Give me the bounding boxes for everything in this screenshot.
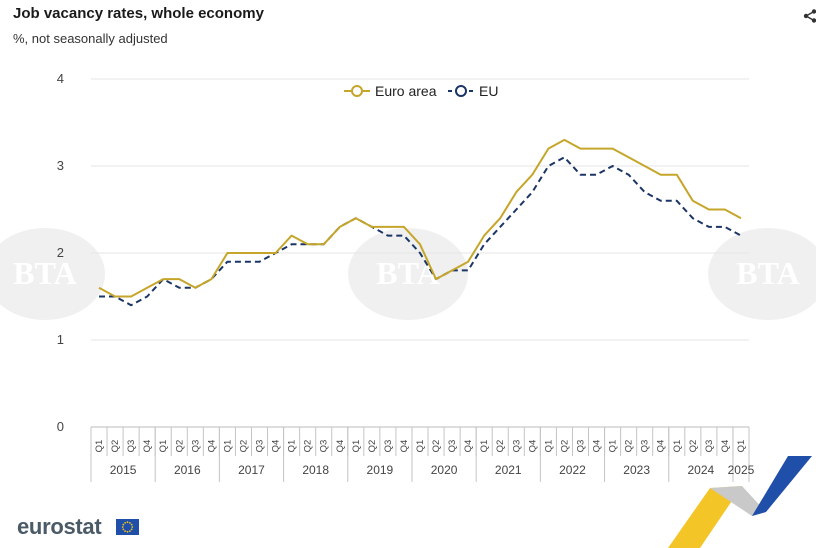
x-quarter-label: Q3 <box>255 440 266 453</box>
x-year-label: 2020 <box>431 463 458 477</box>
chart-subtitle: %, not seasonally adjusted <box>13 31 168 46</box>
x-quarter-label: Q3 <box>640 440 651 453</box>
chart-title: Job vacancy rates, whole economy <box>13 5 264 22</box>
flag-star <box>130 523 133 526</box>
x-quarter-label: Q2 <box>303 440 314 453</box>
legend-label: EU <box>479 83 498 99</box>
x-year-label: 2016 <box>174 463 201 477</box>
x-year-label: 2022 <box>559 463 586 477</box>
x-quarter-label: Q3 <box>126 440 137 453</box>
x-quarter-label: Q1 <box>608 440 619 453</box>
x-quarter-label: Q1 <box>94 440 105 453</box>
x-quarter-label: Q4 <box>656 440 667 453</box>
flag-star <box>126 521 129 524</box>
legend-swatch-marker <box>455 85 467 97</box>
x-quarter-label: Q2 <box>238 440 249 453</box>
x-year-label: 2024 <box>688 463 715 477</box>
x-quarter-label: Q1 <box>479 440 490 453</box>
x-year-label: 2017 <box>238 463 265 477</box>
x-quarter-label: Q4 <box>142 440 153 453</box>
eu-flag-icon <box>116 519 139 535</box>
x-quarter-label: Q1 <box>415 440 426 453</box>
x-quarter-label: Q2 <box>624 440 635 453</box>
x-quarter-label: Q4 <box>399 440 410 453</box>
eurostat-logo: eurostat <box>17 514 102 539</box>
x-year-label: 2019 <box>367 463 394 477</box>
legend-item: EU <box>448 83 498 99</box>
x-quarter-label: Q2 <box>174 440 185 453</box>
x-quarter-label: Q3 <box>704 440 715 453</box>
x-quarter-label: Q3 <box>511 440 522 453</box>
x-year-label: 2021 <box>495 463 522 477</box>
x-quarter-label: Q4 <box>527 440 538 453</box>
series-line-eu <box>99 156 742 307</box>
x-quarter-label: Q2 <box>688 440 699 453</box>
y-tick-label: 3 <box>57 158 64 173</box>
flag-star <box>130 528 133 531</box>
flag-star <box>124 521 126 524</box>
x-year-label: 2023 <box>623 463 650 477</box>
y-tick-label: 4 <box>57 71 64 86</box>
flag-star <box>131 526 134 528</box>
flag-star <box>122 528 125 531</box>
x-quarter-label: Q1 <box>287 440 298 453</box>
x-quarter-label: Q1 <box>351 440 362 453</box>
flag-star <box>124 530 126 533</box>
flag-star <box>121 526 124 528</box>
x-year-label: 2018 <box>302 463 329 477</box>
x-quarter-label: Q1 <box>158 440 169 453</box>
x-quarter-label: Q3 <box>383 440 394 453</box>
x-quarter-label: Q1 <box>672 440 683 453</box>
x-quarter-label: Q4 <box>335 440 346 453</box>
y-tick-label: 1 <box>57 332 64 347</box>
x-quarter-label: Q4 <box>271 440 282 453</box>
series-line-euro-area <box>98 138 742 298</box>
x-quarter-label: Q3 <box>190 440 201 453</box>
legend-label: Euro area <box>375 83 437 99</box>
x-quarter-label: Q3 <box>319 440 330 453</box>
flag-star <box>129 521 131 524</box>
flag-star <box>129 530 131 533</box>
x-year-label: 2025 <box>728 463 755 477</box>
x-year-label: 2015 <box>110 463 137 477</box>
x-quarter-label: Q2 <box>367 440 378 453</box>
eurostat-ribbon-icon <box>668 456 812 548</box>
x-quarter-label: Q4 <box>592 440 603 453</box>
x-quarter-label: Q2 <box>431 440 442 453</box>
legend-swatch-marker <box>351 85 363 97</box>
flag-star <box>122 523 125 526</box>
y-tick-label: 2 <box>57 245 64 260</box>
y-tick-label: 0 <box>57 419 64 434</box>
flag-star <box>126 530 129 533</box>
x-quarter-label: Q2 <box>110 440 121 453</box>
x-quarter-label: Q1 <box>222 440 233 453</box>
share-icon[interactable] <box>803 9 816 23</box>
x-quarter-label: Q2 <box>495 440 506 453</box>
x-quarter-label: Q1 <box>736 440 747 453</box>
legend-item: Euro area <box>344 83 437 99</box>
x-quarter-label: Q1 <box>543 440 554 453</box>
x-quarter-label: Q3 <box>575 440 586 453</box>
x-quarter-label: Q4 <box>463 440 474 453</box>
x-quarter-label: Q4 <box>206 440 217 453</box>
x-quarter-label: Q4 <box>720 440 731 453</box>
x-quarter-label: Q2 <box>559 440 570 453</box>
x-quarter-label: Q3 <box>447 440 458 453</box>
